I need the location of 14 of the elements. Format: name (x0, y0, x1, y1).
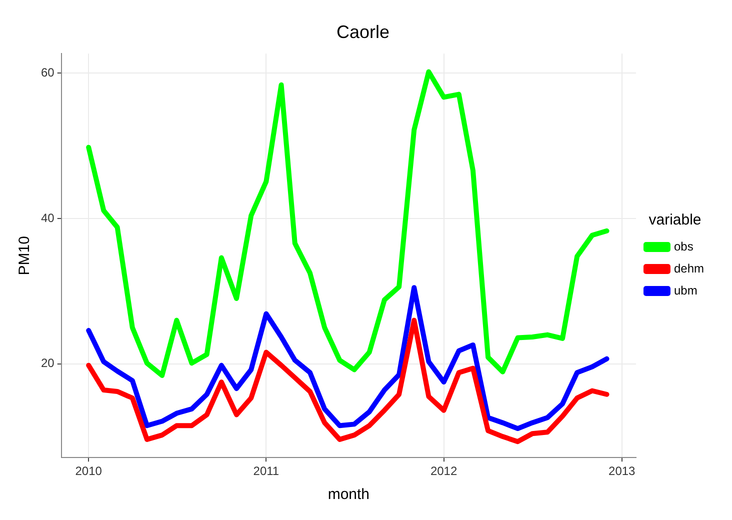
y-tick-label: 40 (40, 210, 55, 225)
x-tick-label: 2013 (608, 464, 636, 478)
x-tick-label: 2012 (430, 464, 458, 478)
y-axis-title: PM10 (16, 236, 34, 276)
legend-label: ubm (674, 283, 698, 298)
legend-label: dehm (674, 261, 704, 276)
y-tick-label: 60 (40, 66, 55, 80)
y-tick-label: 20 (40, 356, 55, 370)
legend-label: obs (674, 239, 694, 254)
x-tick-label: 2011 (253, 464, 280, 478)
chart-title: Caorle (336, 22, 390, 42)
x-axis-title: month (328, 486, 370, 504)
legend-title: variable (648, 212, 702, 229)
x-tick-label: 2010 (75, 464, 102, 478)
